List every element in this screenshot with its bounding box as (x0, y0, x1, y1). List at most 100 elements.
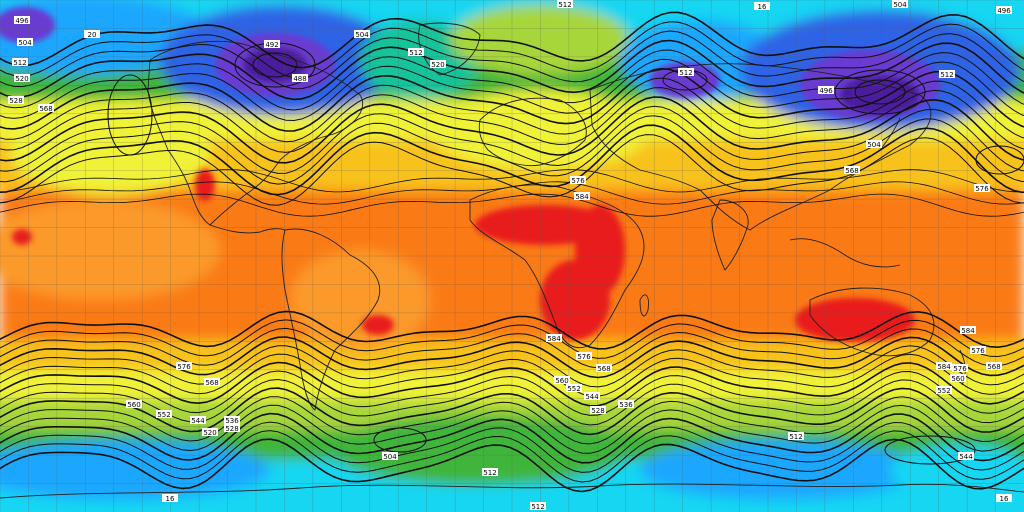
svg-text:504: 504 (383, 453, 397, 461)
contour-label: 584 (936, 362, 952, 371)
contour-line (0, 336, 1024, 379)
contour-label: 584 (574, 192, 590, 201)
contour-label: 512 (678, 68, 694, 77)
svg-text:576: 576 (577, 353, 591, 361)
contour-label: 560 (950, 374, 966, 383)
contour-line (0, 96, 1024, 164)
contour-label: 504 (382, 452, 398, 461)
closed-contour (252, 52, 298, 78)
contour-label: 560 (126, 400, 142, 409)
contour-line (0, 67, 1024, 132)
contour-label: 552 (566, 384, 582, 393)
contour-label: 504 (354, 30, 370, 39)
closed-contour (975, 145, 1024, 175)
contour-label: 512 (408, 48, 424, 57)
svg-text:544: 544 (585, 393, 599, 401)
svg-text:576: 576 (975, 185, 989, 193)
closed-contour (854, 79, 906, 105)
svg-text:16: 16 (1000, 495, 1009, 503)
contour-label: 512 (530, 502, 546, 511)
svg-text:512: 512 (789, 433, 802, 441)
svg-text:568: 568 (597, 365, 610, 373)
svg-text:512: 512 (409, 49, 422, 57)
svg-text:520: 520 (203, 429, 216, 437)
contour-line (0, 181, 1024, 205)
contour-label: 552 (936, 386, 952, 395)
contour-label: 568 (986, 362, 1002, 371)
contour-label: 576 (952, 364, 968, 373)
svg-text:552: 552 (937, 387, 950, 395)
contour-line (0, 319, 1024, 359)
svg-text:560: 560 (127, 401, 140, 409)
contour-label: 20 (84, 30, 100, 39)
contour-line (0, 77, 1024, 143)
closed-contour (373, 427, 427, 453)
contour-label: 576 (576, 352, 592, 361)
contour-line (0, 21, 1024, 79)
contour-label: 16 (996, 494, 1012, 503)
svg-text:552: 552 (567, 385, 580, 393)
contour-label: 568 (204, 378, 220, 387)
contour-line (0, 396, 1024, 445)
contour-label: 520 (202, 428, 218, 437)
svg-text:496: 496 (15, 17, 29, 25)
svg-text:584: 584 (575, 193, 589, 201)
contour-label: 504 (17, 38, 33, 47)
height-contours (0, 11, 1024, 493)
contour-label: 488 (292, 74, 308, 83)
svg-text:496: 496 (819, 87, 833, 95)
svg-text:568: 568 (205, 379, 218, 387)
svg-text:576: 576 (971, 347, 985, 355)
contour-label: 520 (14, 74, 30, 83)
contour-label: 512 (788, 432, 804, 441)
svg-text:560: 560 (555, 377, 568, 385)
contour-line (0, 430, 1024, 483)
svg-text:488: 488 (293, 75, 306, 83)
contour-label: 496 (818, 86, 834, 95)
contour-label: 496 (996, 6, 1012, 15)
svg-text:576: 576 (177, 363, 191, 371)
svg-text:576: 576 (571, 177, 585, 185)
svg-text:528: 528 (591, 407, 604, 415)
contour-label: 536 (618, 400, 634, 409)
svg-text:568: 568 (39, 105, 52, 113)
closed-contour (884, 435, 976, 465)
closed-contour (107, 74, 153, 156)
contour-label: 536 (224, 416, 240, 425)
svg-text:504: 504 (18, 39, 32, 47)
closed-contour (834, 69, 926, 115)
contour-label: 552 (156, 410, 172, 419)
contour-label: 492 (264, 40, 280, 49)
contour-label: 496 (14, 16, 30, 25)
contour-label: 512 (482, 468, 498, 477)
contour-line (0, 11, 1024, 69)
svg-text:520: 520 (431, 61, 444, 69)
contour-line (0, 310, 1024, 350)
contour-line (0, 327, 1024, 369)
contour-line (0, 387, 1024, 436)
contour-line (0, 30, 1024, 90)
contour-line (0, 404, 1024, 454)
contour-line (0, 58, 1024, 122)
svg-text:576: 576 (953, 365, 967, 373)
contour-line (0, 105, 1024, 174)
svg-text:16: 16 (758, 3, 767, 11)
svg-text:16: 16 (166, 495, 175, 503)
svg-text:496: 496 (997, 7, 1011, 15)
contour-line (0, 353, 1024, 397)
contour-label: 576 (176, 362, 192, 371)
svg-text:492: 492 (265, 41, 278, 49)
contour-label: 568 (38, 104, 54, 113)
contour-label: 576 (570, 176, 586, 185)
contour-label: 504 (866, 140, 882, 149)
contour-label: 560 (554, 376, 570, 385)
contour-line (0, 87, 1024, 153)
contour-label: 584 (960, 326, 976, 335)
contour-line (0, 169, 1024, 193)
contour-label: 512 (12, 58, 28, 67)
svg-text:552: 552 (157, 411, 170, 419)
svg-text:512: 512 (531, 503, 544, 511)
